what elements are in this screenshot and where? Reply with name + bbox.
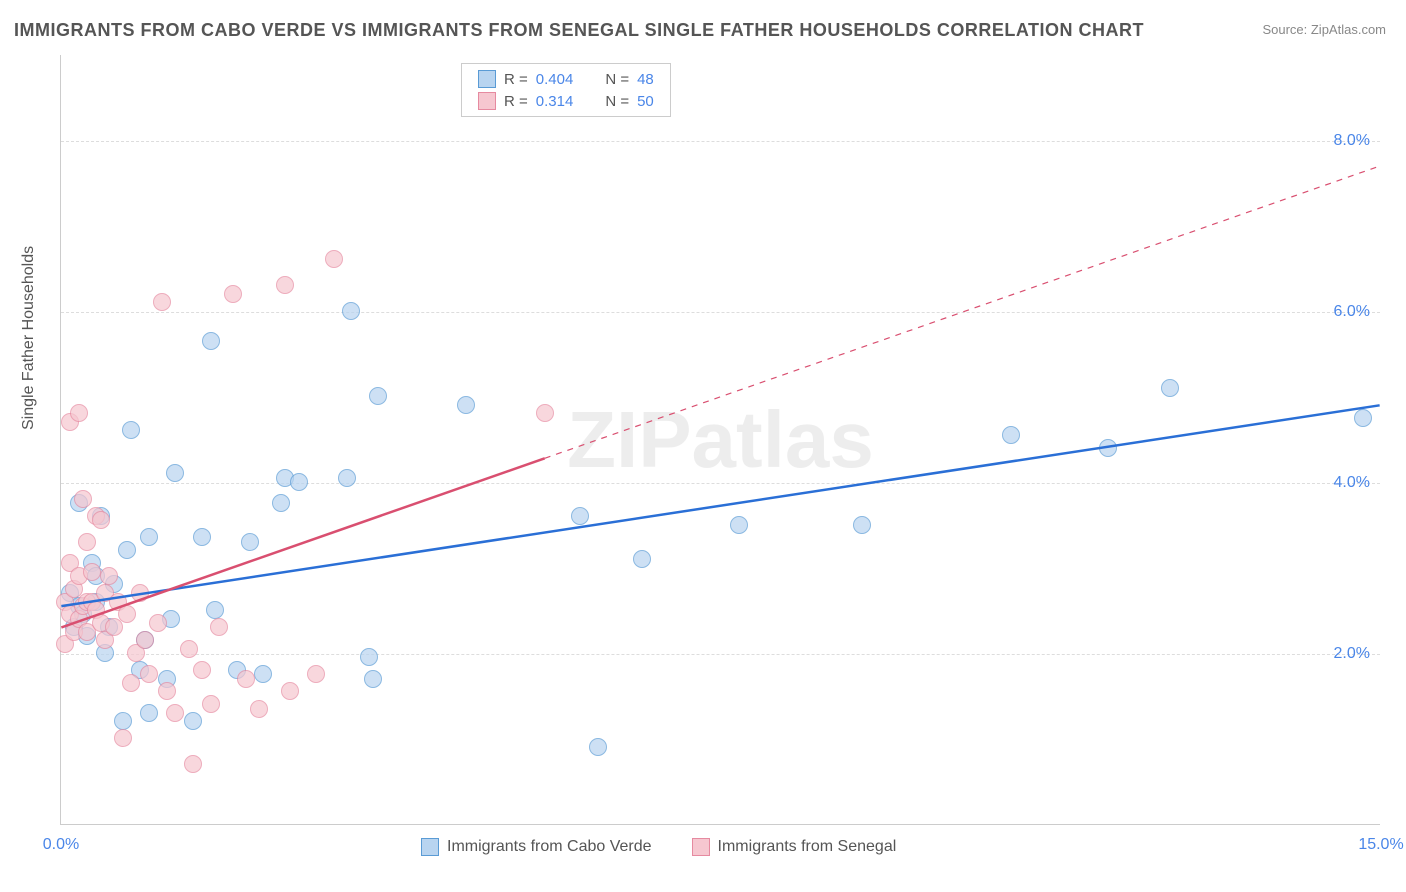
data-point <box>241 533 259 551</box>
y-tick-label: 2.0% <box>1334 645 1370 663</box>
data-point <box>140 704 158 722</box>
x-tick-label: 15.0% <box>1358 836 1403 854</box>
data-point <box>202 695 220 713</box>
data-point <box>92 511 110 529</box>
watermark-text: ZIPatlas <box>567 394 874 486</box>
data-point <box>70 404 88 422</box>
n-label: N = <box>605 71 629 88</box>
data-point <box>589 738 607 756</box>
data-point <box>250 700 268 718</box>
data-point <box>100 567 118 585</box>
n-value: 50 <box>637 93 654 110</box>
data-point <box>254 665 272 683</box>
data-point <box>281 682 299 700</box>
legend-swatch <box>421 838 439 856</box>
data-point <box>153 293 171 311</box>
gridline <box>61 312 1380 313</box>
data-point <box>184 755 202 773</box>
data-point <box>180 640 198 658</box>
data-point <box>122 421 140 439</box>
data-point <box>114 712 132 730</box>
data-point <box>360 648 378 666</box>
legend-label: Immigrants from Cabo Verde <box>447 838 652 856</box>
correlation-legend: R = 0.404 N = 48 R = 0.314 N = 50 <box>461 63 671 117</box>
data-point <box>184 712 202 730</box>
data-point <box>193 528 211 546</box>
data-point <box>237 670 255 688</box>
y-tick-label: 8.0% <box>1334 132 1370 150</box>
data-point <box>118 605 136 623</box>
r-value: 0.314 <box>536 93 574 110</box>
n-value: 48 <box>637 71 654 88</box>
data-point <box>1002 426 1020 444</box>
legend-row: R = 0.404 N = 48 <box>478 68 654 90</box>
y-tick-label: 4.0% <box>1334 474 1370 492</box>
legend-item: Immigrants from Senegal <box>692 838 897 856</box>
data-point <box>140 528 158 546</box>
data-point <box>206 601 224 619</box>
r-label: R = <box>504 71 528 88</box>
data-point <box>210 618 228 636</box>
data-point <box>224 285 242 303</box>
data-point <box>853 516 871 534</box>
data-point <box>276 276 294 294</box>
gridline <box>61 141 1380 142</box>
series-legend: Immigrants from Cabo Verde Immigrants fro… <box>421 838 896 856</box>
data-point <box>114 729 132 747</box>
data-point <box>536 404 554 422</box>
legend-swatch <box>478 70 496 88</box>
data-point <box>140 665 158 683</box>
legend-label: Immigrants from Senegal <box>718 838 897 856</box>
data-point <box>457 396 475 414</box>
data-point <box>149 614 167 632</box>
plot-area: ZIPatlas R = 0.404N = 48R = 0.314N = 50 … <box>60 55 1380 825</box>
data-point <box>202 332 220 350</box>
r-value: 0.404 <box>536 71 574 88</box>
data-point <box>364 670 382 688</box>
data-point <box>338 469 356 487</box>
data-point <box>131 584 149 602</box>
data-point <box>369 387 387 405</box>
data-point <box>166 464 184 482</box>
data-point <box>78 533 96 551</box>
data-point <box>118 541 136 559</box>
data-point <box>83 563 101 581</box>
data-point <box>1354 409 1372 427</box>
data-point <box>158 682 176 700</box>
data-point <box>136 631 154 649</box>
legend-row: R = 0.314 N = 50 <box>478 90 654 112</box>
source-label: Source: ZipAtlas.com <box>1262 22 1386 37</box>
n-label: N = <box>605 93 629 110</box>
data-point <box>272 494 290 512</box>
data-point <box>342 302 360 320</box>
y-axis-title: Single Father Households <box>20 246 38 430</box>
data-point <box>166 704 184 722</box>
legend-swatch <box>692 838 710 856</box>
data-point <box>290 473 308 491</box>
data-point <box>307 665 325 683</box>
gridline <box>61 483 1380 484</box>
legend-swatch <box>478 92 496 110</box>
data-point <box>571 507 589 525</box>
data-point <box>1099 439 1117 457</box>
data-point <box>122 674 140 692</box>
r-label: R = <box>504 93 528 110</box>
x-tick-label: 0.0% <box>43 836 79 854</box>
data-point <box>193 661 211 679</box>
y-tick-label: 6.0% <box>1334 303 1370 321</box>
data-point <box>730 516 748 534</box>
data-point <box>633 550 651 568</box>
data-point <box>1161 379 1179 397</box>
data-point <box>325 250 343 268</box>
chart-title: IMMIGRANTS FROM CABO VERDE VS IMMIGRANTS… <box>14 20 1144 41</box>
data-point <box>74 490 92 508</box>
gridline <box>61 654 1380 655</box>
legend-item: Immigrants from Cabo Verde <box>421 838 652 856</box>
